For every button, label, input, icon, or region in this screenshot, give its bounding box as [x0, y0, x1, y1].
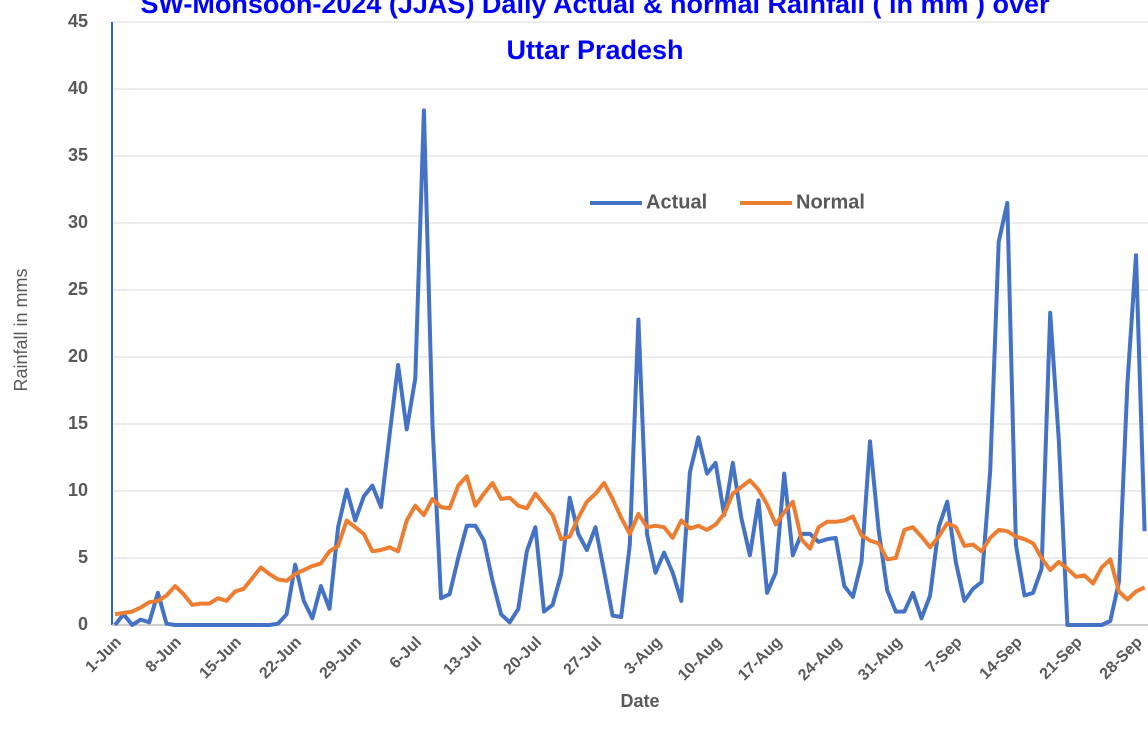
x-tick-label: 10-Aug — [675, 634, 725, 684]
y-tick-label: 25 — [68, 279, 88, 299]
line-series — [114, 474, 1146, 617]
y-axis-label: Rainfall in mms — [11, 268, 31, 391]
x-tick-label: 20-Jul — [501, 634, 546, 679]
x-tick-label: 29-Jun — [317, 634, 366, 683]
x-tick-label: 13-Jul — [440, 634, 485, 679]
x-tick-label: 6-Jul — [387, 634, 425, 672]
x-tick-label: 28-Sep — [1097, 634, 1146, 683]
y-tick-label: 10 — [68, 480, 88, 500]
x-tick-label: 14-Sep — [977, 634, 1026, 683]
y-tick-label: 30 — [68, 212, 88, 232]
x-tick-label: 27-Jul — [561, 634, 606, 679]
y-tick-label: 0 — [78, 614, 88, 634]
x-tick-label: 24-Aug — [795, 634, 845, 684]
x-tick-label: 21-Sep — [1037, 634, 1086, 683]
legend-label: Actual — [646, 191, 707, 213]
line-series — [113, 108, 1147, 627]
x-tick-label: 3-Aug — [621, 634, 665, 678]
x-tick-label: 1-Jun — [83, 634, 125, 676]
x-tick-label: 7-Sep — [923, 634, 966, 677]
y-tick-label: 40 — [68, 78, 88, 98]
x-tick-label: 22-Jun — [256, 634, 305, 683]
chart-title: SW-Monsoon-2024 (JJAS) Daily Actual & no… — [140, 0, 1050, 65]
x-tick-label: 8-Jun — [143, 634, 185, 676]
x-tick-label: 15-Jun — [196, 634, 245, 683]
y-tick-label: 15 — [68, 413, 88, 433]
x-tick-label: 17-Aug — [735, 634, 785, 684]
y-tick-label: 5 — [78, 547, 88, 567]
legend-label: Normal — [796, 191, 865, 213]
y-tick-label: 35 — [68, 145, 88, 165]
y-tick-label: 45 — [68, 11, 88, 31]
x-tick-label: 31-Aug — [855, 634, 905, 684]
x-axis-label: Date — [620, 691, 659, 711]
y-tick-label: 20 — [68, 346, 88, 366]
